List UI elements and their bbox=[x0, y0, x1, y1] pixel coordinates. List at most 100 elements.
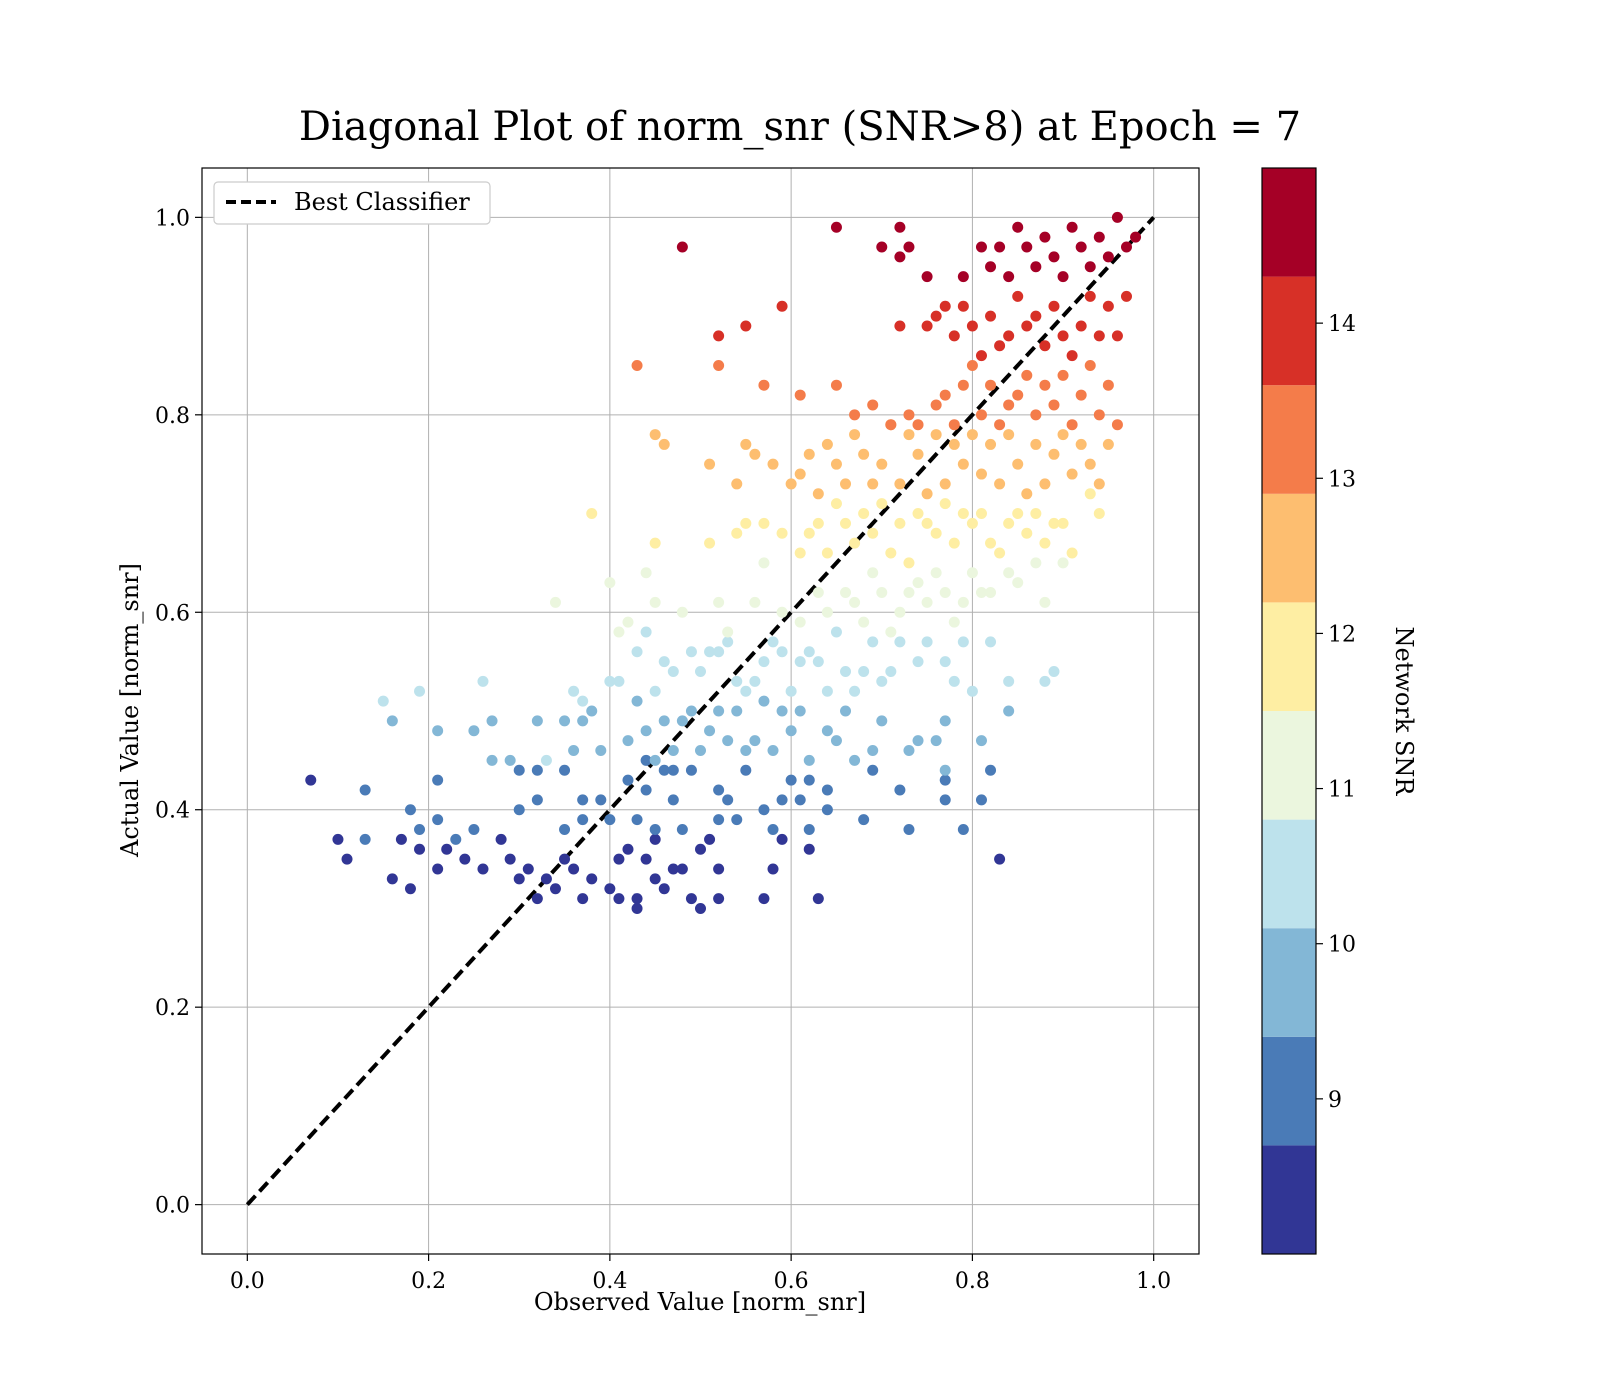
data-point bbox=[631, 695, 643, 707]
data-point bbox=[867, 478, 879, 490]
data-point bbox=[858, 448, 870, 460]
data-point bbox=[849, 754, 861, 766]
data-point bbox=[1075, 438, 1087, 450]
data-point bbox=[1066, 547, 1078, 559]
data-point bbox=[758, 893, 770, 905]
data-point bbox=[876, 675, 888, 687]
data-point bbox=[985, 636, 997, 648]
data-point bbox=[622, 616, 634, 628]
y-ticks: 0.0 0.2 0.4 0.6 0.8 1.0 bbox=[155, 206, 202, 1219]
data-point bbox=[740, 685, 752, 697]
data-point bbox=[740, 744, 752, 756]
data-point bbox=[803, 823, 815, 835]
data-point bbox=[1066, 419, 1078, 431]
data-point bbox=[975, 409, 987, 421]
data-point bbox=[649, 429, 661, 441]
data-point bbox=[640, 853, 652, 865]
data-point bbox=[794, 794, 806, 806]
data-point bbox=[531, 794, 543, 806]
data-point bbox=[948, 419, 960, 431]
data-point bbox=[975, 587, 987, 599]
colorbar-band bbox=[1262, 711, 1316, 820]
legend-box bbox=[213, 181, 491, 225]
data-point bbox=[912, 419, 924, 431]
data-point bbox=[1093, 330, 1105, 342]
data-point bbox=[1039, 675, 1051, 687]
data-point bbox=[930, 735, 942, 747]
colorbar-band bbox=[1262, 168, 1316, 277]
data-point bbox=[975, 794, 987, 806]
data-point bbox=[830, 221, 842, 233]
data-point bbox=[332, 833, 344, 845]
data-point bbox=[858, 814, 870, 826]
colorbar-band bbox=[1262, 385, 1316, 494]
data-point bbox=[649, 873, 661, 885]
data-point bbox=[776, 300, 788, 312]
y-tick-label: 0.0 bbox=[155, 1194, 190, 1219]
data-point bbox=[894, 251, 906, 263]
data-point bbox=[794, 616, 806, 628]
data-point bbox=[867, 527, 879, 539]
data-point bbox=[1003, 271, 1015, 283]
data-point bbox=[559, 823, 571, 835]
data-point bbox=[414, 843, 426, 855]
data-point bbox=[1003, 675, 1015, 687]
data-point bbox=[513, 804, 525, 816]
data-point bbox=[803, 646, 815, 658]
data-point bbox=[450, 833, 462, 845]
data-point bbox=[994, 419, 1006, 431]
data-point bbox=[948, 616, 960, 628]
data-point bbox=[740, 517, 752, 529]
data-point bbox=[849, 409, 861, 421]
data-point bbox=[794, 389, 806, 401]
data-point bbox=[894, 606, 906, 618]
data-point bbox=[359, 784, 371, 796]
data-point bbox=[758, 695, 770, 707]
data-point bbox=[604, 883, 616, 895]
data-point bbox=[522, 863, 534, 875]
data-point bbox=[704, 646, 716, 658]
data-point bbox=[740, 320, 752, 332]
data-point bbox=[640, 725, 652, 737]
data-point bbox=[803, 527, 815, 539]
data-point bbox=[695, 902, 706, 914]
data-point bbox=[1039, 379, 1051, 391]
data-point bbox=[903, 409, 915, 421]
y-tick-label: 1.0 bbox=[155, 206, 190, 231]
data-point bbox=[985, 310, 997, 322]
data-point bbox=[985, 261, 997, 273]
data-point bbox=[604, 814, 616, 826]
data-point bbox=[794, 656, 806, 668]
data-point bbox=[713, 646, 725, 658]
data-point bbox=[740, 764, 752, 776]
data-point bbox=[631, 902, 643, 914]
data-point bbox=[939, 478, 951, 490]
data-point bbox=[812, 517, 824, 529]
data-point bbox=[957, 458, 969, 470]
data-point bbox=[613, 626, 625, 638]
data-point bbox=[613, 853, 625, 865]
data-point bbox=[713, 359, 725, 371]
data-point bbox=[649, 685, 661, 697]
data-point bbox=[613, 893, 625, 905]
data-point bbox=[821, 438, 833, 450]
data-point bbox=[658, 715, 670, 727]
data-point bbox=[975, 350, 987, 362]
data-point bbox=[885, 626, 897, 638]
data-point bbox=[667, 794, 679, 806]
data-point bbox=[975, 735, 987, 747]
data-point bbox=[1030, 261, 1042, 273]
data-point bbox=[930, 310, 942, 322]
data-point bbox=[432, 774, 444, 786]
data-point bbox=[903, 557, 915, 569]
data-point bbox=[713, 330, 725, 342]
data-point bbox=[486, 715, 498, 727]
data-point bbox=[1030, 557, 1042, 569]
data-point bbox=[1048, 666, 1060, 678]
data-point bbox=[849, 685, 861, 697]
data-point bbox=[404, 883, 416, 895]
data-point bbox=[1030, 438, 1042, 450]
data-point bbox=[957, 823, 969, 835]
data-point bbox=[640, 567, 652, 579]
